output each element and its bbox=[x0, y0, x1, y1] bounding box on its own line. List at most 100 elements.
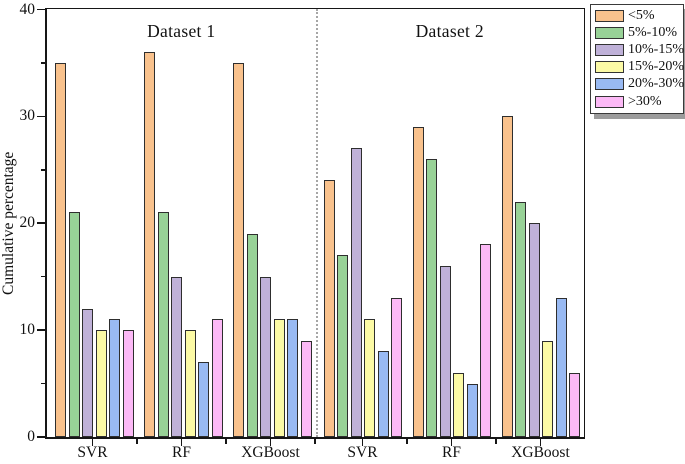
legend-row: >30% bbox=[595, 93, 682, 110]
bar-group-rf bbox=[144, 9, 223, 437]
bar bbox=[211, 319, 223, 437]
legend-row: 15%-20% bbox=[595, 59, 684, 76]
bar bbox=[55, 62, 66, 437]
bar bbox=[122, 330, 134, 437]
bar bbox=[260, 276, 271, 437]
bar bbox=[323, 180, 335, 437]
y-tick-label: 20 bbox=[19, 214, 36, 232]
bar bbox=[233, 62, 244, 437]
bar bbox=[82, 308, 93, 437]
legend-swatch bbox=[595, 43, 624, 56]
x-tick-label: SVR bbox=[77, 444, 108, 461]
x-tick-major bbox=[361, 439, 364, 446]
legend-swatch bbox=[595, 78, 624, 91]
legend-row: 20%-30% bbox=[595, 76, 684, 93]
y-tick-major bbox=[37, 436, 45, 438]
bar bbox=[144, 51, 155, 437]
legend-swatch bbox=[595, 95, 624, 108]
x-tick-major bbox=[450, 439, 453, 446]
y-tick-label: 0 bbox=[27, 428, 35, 445]
x-tick-minor bbox=[495, 439, 497, 444]
legend-label: 5%-10% bbox=[628, 24, 677, 40]
bar-group-svr bbox=[323, 9, 403, 437]
x-tick-minor bbox=[225, 439, 227, 444]
bar bbox=[412, 126, 424, 437]
x-tick-major bbox=[269, 439, 272, 446]
y-tick-minor bbox=[40, 275, 45, 278]
bar bbox=[337, 255, 348, 437]
x-tick-minor bbox=[314, 439, 316, 444]
legend: <5% 5%-10% 10%-15% 15%-20% 20%-30% >30% bbox=[590, 4, 684, 115]
bar bbox=[95, 330, 107, 437]
bar bbox=[109, 319, 120, 437]
legend-label: 15%-20% bbox=[628, 59, 684, 75]
bar bbox=[466, 383, 478, 437]
bar bbox=[439, 265, 451, 437]
x-tick-minor bbox=[406, 439, 408, 444]
bar bbox=[198, 362, 209, 437]
bar bbox=[68, 212, 80, 437]
bar bbox=[300, 340, 312, 437]
y-tick-label: 30 bbox=[19, 107, 36, 125]
bar bbox=[350, 148, 362, 437]
bar-group-svr bbox=[55, 9, 134, 437]
y-tick-major bbox=[37, 329, 45, 331]
bar bbox=[377, 351, 389, 437]
y-tick-minor bbox=[40, 62, 45, 64]
x-tick-label: RF bbox=[442, 444, 461, 461]
legend-row: 10%-15% bbox=[595, 41, 684, 58]
x-tick-major bbox=[91, 439, 94, 446]
legend-swatch bbox=[595, 61, 624, 74]
x-tick-label: RF bbox=[172, 444, 191, 461]
y-tick-minor bbox=[40, 169, 45, 171]
panel-title-dataset-1: Dataset 1 bbox=[147, 21, 216, 41]
bar bbox=[364, 319, 375, 437]
bar bbox=[246, 233, 258, 437]
y-tick-major bbox=[37, 8, 45, 11]
legend-label: <5% bbox=[628, 7, 655, 23]
legend-swatch bbox=[595, 9, 624, 22]
y-tick-major bbox=[37, 115, 45, 118]
x-tick-major bbox=[180, 439, 183, 446]
bars-layer bbox=[47, 9, 584, 437]
x-tick-label: XGBoost bbox=[511, 444, 570, 461]
bar bbox=[287, 319, 298, 437]
dataset-divider-line bbox=[316, 9, 318, 437]
bar bbox=[555, 297, 567, 437]
bar bbox=[515, 201, 526, 437]
y-tick-major bbox=[37, 222, 45, 225]
y-tick-label: 40 bbox=[19, 0, 36, 18]
bar bbox=[157, 212, 169, 437]
bar bbox=[480, 244, 491, 437]
panel-title-dataset-2: Dataset 2 bbox=[415, 21, 484, 41]
bar bbox=[542, 340, 553, 437]
bar-group-xgboost bbox=[501, 9, 581, 437]
bar bbox=[171, 276, 182, 437]
bar-group-rf bbox=[412, 9, 492, 437]
panel-2 bbox=[316, 9, 585, 437]
x-tick-major bbox=[539, 439, 542, 446]
bar bbox=[273, 319, 285, 437]
bar-group-xgboost bbox=[233, 9, 312, 437]
panel-1 bbox=[47, 9, 316, 437]
bar bbox=[528, 223, 540, 437]
bar bbox=[391, 297, 402, 437]
bar bbox=[569, 372, 580, 437]
legend-row: 5%-10% bbox=[595, 24, 682, 41]
legend-swatch bbox=[595, 26, 624, 39]
x-tick-label: XGBoost bbox=[241, 444, 300, 461]
legend-row: <5% bbox=[595, 7, 682, 24]
legend-label: >30% bbox=[628, 93, 662, 109]
x-tick-label: SVR bbox=[347, 444, 378, 461]
bar bbox=[453, 372, 464, 437]
y-tick-label: 10 bbox=[19, 321, 36, 339]
bar bbox=[184, 330, 196, 437]
bar bbox=[501, 116, 513, 437]
legend-label: 20%-30% bbox=[628, 76, 684, 92]
plot-area: Dataset 1 Dataset 2 bbox=[45, 8, 585, 439]
y-tick-minor bbox=[40, 382, 45, 385]
bar bbox=[426, 158, 437, 437]
legend-label: 10%-15% bbox=[628, 41, 684, 57]
x-tick-minor bbox=[136, 439, 138, 444]
